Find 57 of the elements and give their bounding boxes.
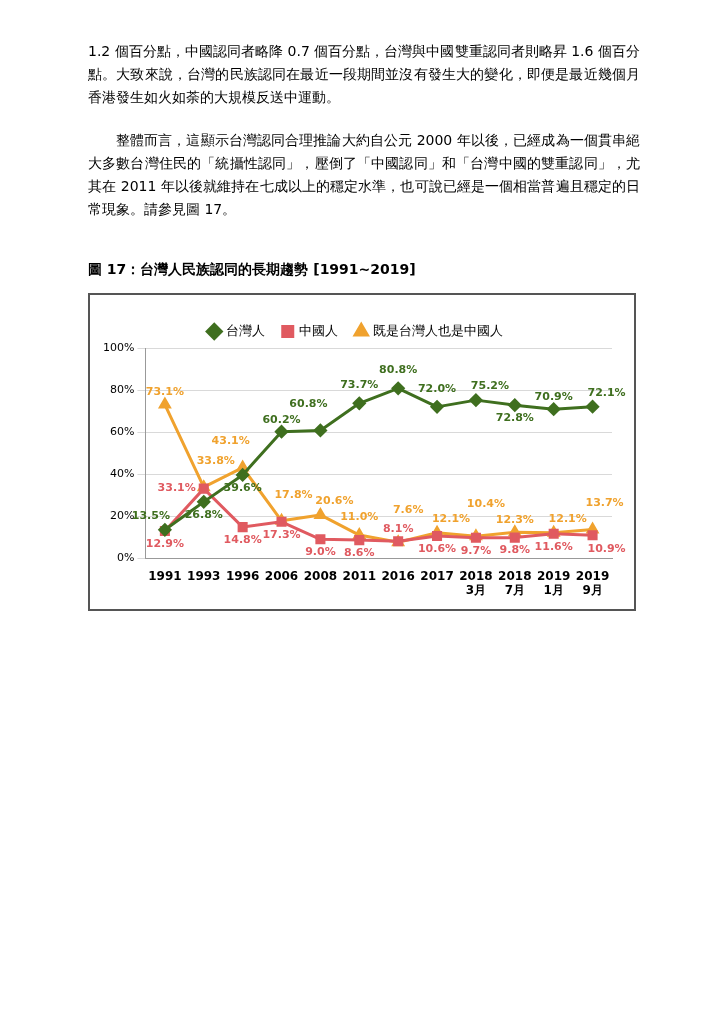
x-tick-label: 2008 [303, 568, 338, 583]
data-label: 80.8% [379, 363, 418, 377]
data-label: 72.0% [417, 381, 457, 395]
y-tick-label: 0% [116, 551, 135, 565]
data-label: 8.1% [382, 522, 414, 536]
data-label: 10.9% [587, 542, 626, 556]
chart-title: 圖 17：台灣人民族認同的長期趨勢 [1991~2019] [88, 261, 417, 279]
data-label: 8.6% [344, 545, 375, 559]
data-label: 9.8% [499, 543, 531, 557]
x-tick-label: 2011 [342, 568, 376, 583]
x-tick-label: 2019 9月 [575, 568, 610, 597]
data-label: 12.1% [548, 511, 587, 525]
data-label: 70.9% [534, 390, 573, 404]
data-label: 9.0% [305, 545, 336, 559]
x-tick-label: 2016 [381, 568, 415, 583]
data-label: 17.3% [262, 527, 301, 541]
data-label: 73.1% [145, 385, 184, 399]
text: 1.2 個百分點，中國認同者略降 0.7 個百分點，台灣與中國雙重認同者則略昇 1.6 個百分點。大致來說，台灣的民族認同在最近一段期間並沒有發生大的變化，即便是最近幾個月香港發生如火如荼的大規模反送中運動。 [88, 42, 640, 107]
data-label: 43.1% [211, 434, 250, 448]
data-label: 10.6% [417, 541, 457, 555]
x-tick-label: 2006 [264, 568, 299, 583]
data-label: 7.6% [392, 503, 424, 517]
data-label: 12.3% [495, 513, 534, 527]
data-label: 75.2% [470, 378, 510, 392]
y-tick-label: 40% [109, 466, 135, 480]
data-label: 12.1% [431, 511, 471, 525]
x-tick-label: 1991 [148, 568, 182, 583]
x-tick-label: 2018 3月 [459, 568, 493, 597]
data-label: 11.6% [534, 539, 573, 553]
data-label: 10.4% [466, 497, 506, 511]
data-label: 12.9% [145, 536, 184, 550]
x-tick-label: 1996 [225, 568, 260, 583]
data-label: 72.8% [495, 411, 534, 425]
y-tick-label: 20% [109, 509, 135, 523]
data-label: 14.8% [223, 532, 262, 546]
x-tick-label: 2017 [420, 568, 454, 583]
data-label: 60.2% [262, 412, 301, 426]
legend-label: 既是台灣人也是中國人 [372, 322, 503, 338]
data-label: 60.8% [289, 397, 328, 411]
x-tick-label: 1993 [187, 568, 221, 583]
data-label: 33.8% [196, 454, 235, 468]
x-tick-label: 2019 1月 [536, 568, 571, 597]
x-tick-label: 2018 7月 [498, 568, 532, 597]
y-tick-label: 80% [109, 382, 135, 396]
data-label: 9.7% [460, 543, 492, 557]
data-label: 33.1% [157, 481, 196, 495]
data-label: 73.7% [340, 378, 379, 392]
data-label: 20.6% [315, 493, 354, 507]
data-label: 13.7% [585, 496, 624, 510]
legend-label: 台灣人 [225, 322, 265, 338]
y-tick-label: 60% [109, 424, 135, 438]
legend-label: 中國人 [299, 322, 339, 338]
data-label: 17.8% [274, 487, 313, 501]
text: 整體而言，這顯示台灣認同合理推論大約自公元 2000 年以後，已經成為一個貫串絕大多數台灣住民的「統攝性認同」，壓倒了「中國認同」和「台灣中國的雙重認同」，尤其在 2011 年以後就維持在七成以上的穩定水準，也可說已經是一個相當普遍且穩定的日常現象。請參見圖 17。 [88, 131, 640, 219]
data-label: 11.0% [340, 509, 379, 523]
y-tick-label: 100% [102, 340, 135, 354]
data-label: 72.1% [587, 385, 626, 399]
